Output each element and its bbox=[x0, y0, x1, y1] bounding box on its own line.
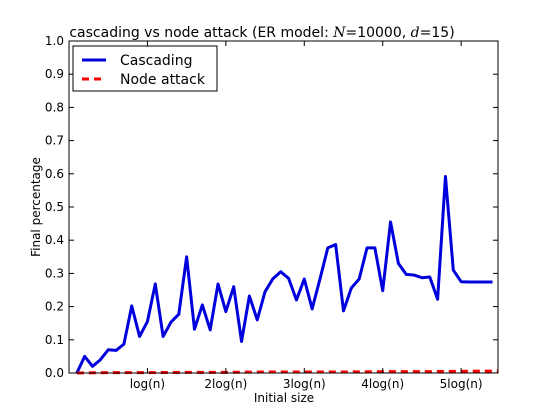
y-tick-label: 0.5 bbox=[45, 200, 64, 214]
x-tick-label: 4log(n) bbox=[361, 377, 404, 391]
y-tick-label: 0.1 bbox=[45, 333, 64, 347]
legend-box bbox=[72, 45, 218, 92]
x-tick-label: log(n) bbox=[130, 377, 165, 391]
chart-title: cascading vs node attack (ER model: N=10… bbox=[69, 25, 454, 41]
legend-label-cascading: Cascading bbox=[120, 53, 192, 69]
title-d-symbol: d bbox=[411, 25, 420, 41]
series-layer bbox=[75, 174, 499, 375]
y-tick-label: 0.9 bbox=[45, 67, 64, 81]
y-tick-label: 0.4 bbox=[45, 233, 64, 247]
y-tick-label: 0.7 bbox=[45, 134, 64, 148]
x-tick-label: 3log(n) bbox=[283, 377, 326, 391]
plot-frame bbox=[68, 40, 499, 374]
title-d-value: =15 bbox=[420, 25, 450, 41]
title-n-value: =10000 bbox=[345, 25, 401, 41]
y-tick-label: 0.2 bbox=[45, 300, 64, 314]
y-tick-label: 0.0 bbox=[45, 366, 64, 380]
x-tick-label: 5log(n) bbox=[440, 377, 483, 391]
y-axis-label: Final percentage bbox=[29, 157, 43, 257]
y-tick-label: 0.8 bbox=[45, 100, 64, 114]
x-axis-label: Initial size bbox=[254, 391, 314, 405]
tick-layer: log(n) 2log(n) 3log(n) 4log(n) 5log(n) 0.0 0.1… bbox=[45, 34, 498, 391]
series-line-cascading bbox=[75, 174, 493, 374]
y-tick-label: 0.3 bbox=[45, 266, 64, 280]
title-n-symbol: N bbox=[332, 25, 346, 41]
legend: Cascading Node attack bbox=[72, 45, 218, 92]
legend-label-node-attack: Node attack bbox=[120, 72, 206, 88]
title-separator: , bbox=[402, 25, 411, 41]
y-tick-label: 0.6 bbox=[45, 167, 64, 181]
title-prefix: cascading vs node attack (ER model: bbox=[69, 25, 333, 41]
y-tick-label: 1.0 bbox=[45, 34, 64, 48]
x-tick-label: 2log(n) bbox=[204, 377, 247, 391]
title-suffix: ) bbox=[449, 25, 454, 41]
